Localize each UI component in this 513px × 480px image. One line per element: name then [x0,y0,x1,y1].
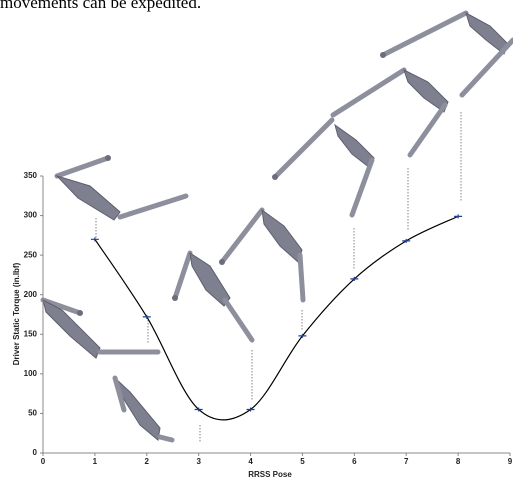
x-tick-label: 6 [352,457,357,466]
x-tick-label: 9 [508,457,513,466]
data-point [298,334,306,338]
x-axis-label: RRSS Pose [248,470,292,479]
robot-illustrations [43,13,513,443]
y-tick-label: 200 [24,290,38,299]
x-tick-label: 1 [93,457,98,466]
y-tick-label: 150 [24,329,38,338]
x-tick-label: 3 [196,457,201,466]
x-tick-label: 5 [300,457,305,466]
y-tick-label: 50 [28,409,37,418]
x-tick-label: 4 [248,457,253,466]
data-point [91,237,99,241]
data-point [350,277,358,281]
chart: movements can be expedited. [0,0,513,480]
x-tick-label: 0 [41,457,46,466]
x-tick-label: 8 [456,457,461,466]
data-line [95,216,458,420]
x-tick-label: 2 [145,457,150,466]
caption: movements can be expedited. [0,0,201,12]
y-axis-label: Driver Static Torque (in.lbf) [12,262,21,365]
x-tick-label: 7 [404,457,409,466]
y-tick-label: 300 [24,211,38,220]
data-point [195,407,203,411]
data-point [143,315,151,319]
y-tick-label: 250 [24,250,38,259]
y-tick-label: 350 [24,171,38,180]
y-tick-label: 0 [33,448,38,457]
y-tick-label: 100 [24,369,38,378]
